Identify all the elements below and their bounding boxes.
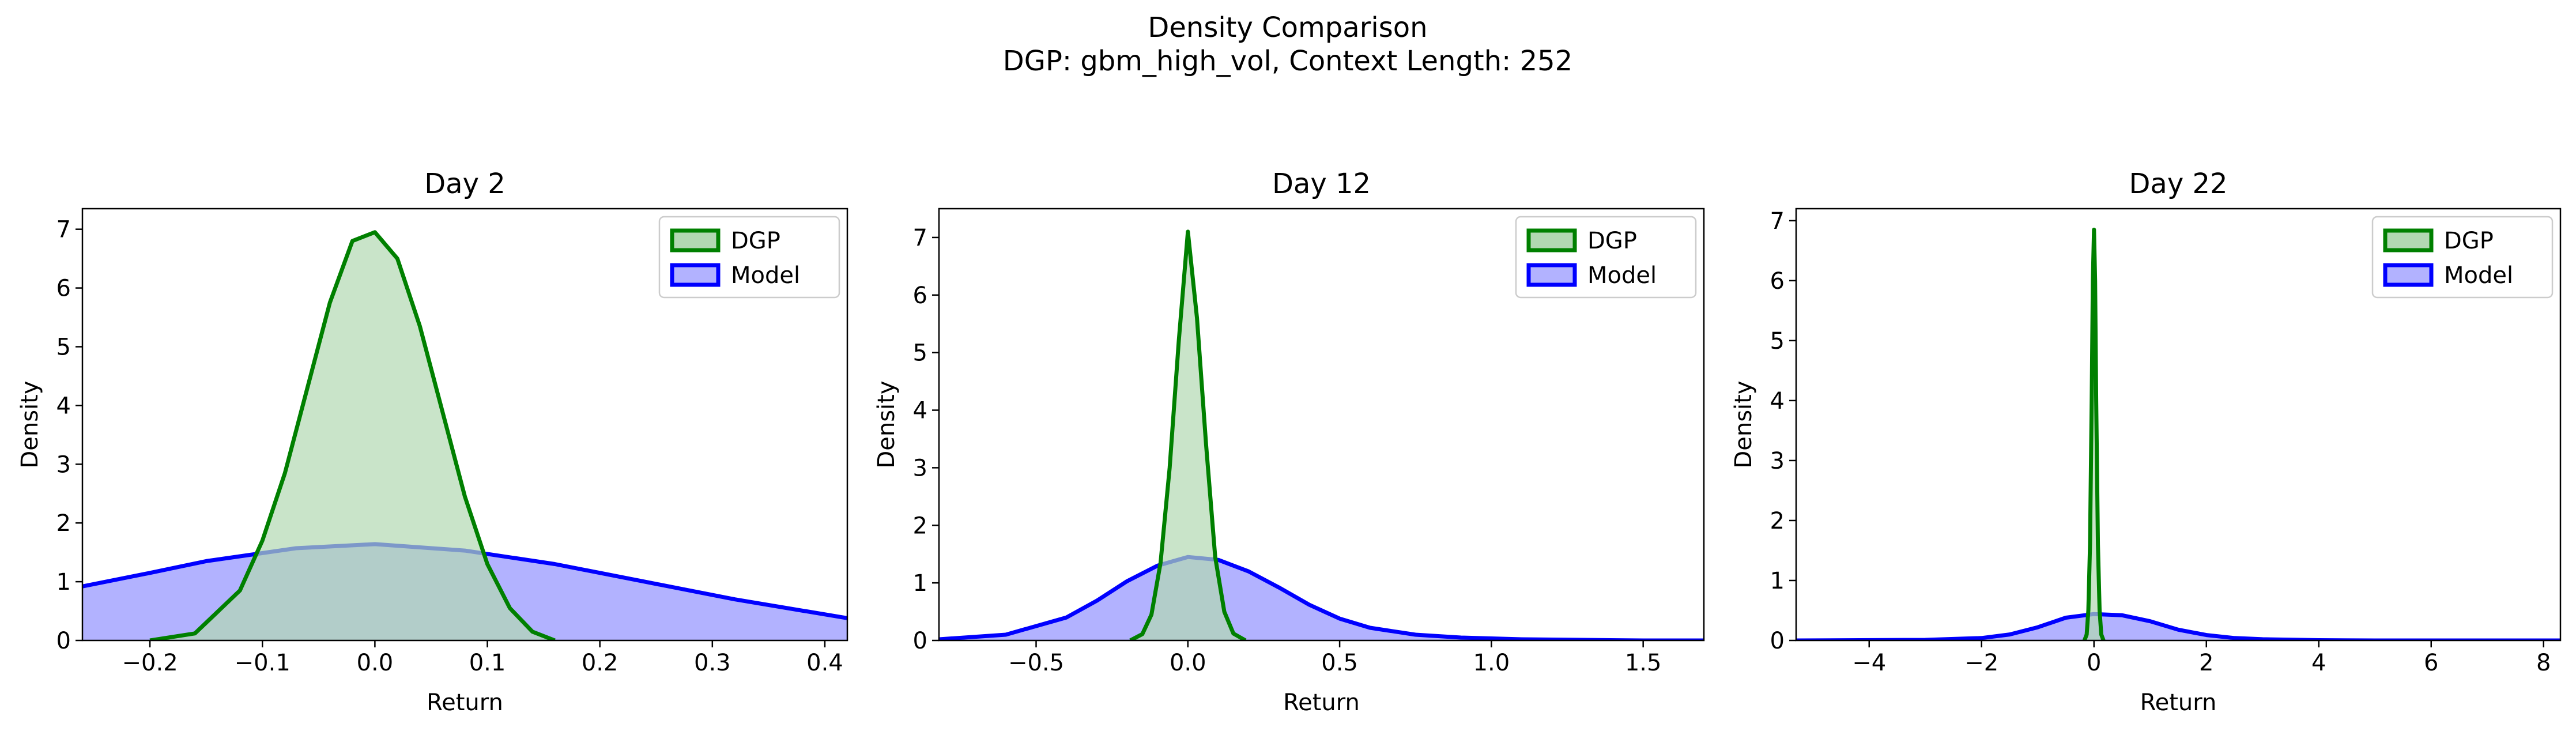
plot-area (939, 229, 1704, 640)
x-tick-label: 0 (2087, 650, 2101, 676)
x-tick-label: 0.5 (1321, 650, 1358, 676)
y-tick-label: 0 (56, 628, 71, 654)
y-axis-label: Density (17, 380, 43, 468)
y-tick-label: 3 (56, 451, 71, 478)
y-tick-label: 6 (56, 276, 71, 302)
y-tick-label: 4 (1770, 388, 1785, 414)
axes-frame (1795, 208, 2562, 642)
dgp-legend-swatch (2383, 228, 2434, 252)
dgp-legend-label: DGP (731, 228, 780, 254)
dgp-density-fill (1130, 231, 1246, 640)
model-density-fill (1796, 614, 2560, 640)
model-legend-swatch (1526, 263, 1577, 287)
subplot-3: Day 22 −4 −2 0 2 4 6 8 0 1 2 3 4 5 6 7 Return Density DGP M… (1730, 168, 2562, 716)
y-tick-label: 0 (1770, 628, 1785, 654)
x-tick-label: −4 (1852, 650, 1886, 676)
y-tick-label: 5 (913, 340, 927, 367)
y-tick-label: 7 (913, 225, 927, 251)
x-tick-label: 2 (2199, 650, 2213, 676)
y-tick-label: 2 (913, 512, 927, 539)
x-tick-label: 0.3 (694, 650, 731, 676)
y-tick-label: 4 (56, 393, 71, 419)
plot-area (82, 230, 847, 640)
legend: DGP Model (2371, 216, 2554, 299)
y-tick-label: 6 (913, 282, 927, 309)
y-axis-label: Density (1730, 380, 1757, 468)
axes-frame (938, 208, 1705, 642)
dgp-legend-swatch (670, 228, 721, 252)
x-tick-label: −0.1 (235, 650, 291, 676)
dgp-density-fill (150, 232, 555, 640)
y-tick-label: 2 (1770, 508, 1785, 534)
x-tick-label: 6 (2424, 650, 2438, 676)
figure-title: Density Comparison (1148, 12, 1427, 44)
x-tick-label: −2 (1964, 650, 1998, 676)
x-axis-label: Return (2140, 689, 2217, 716)
axes-frame (81, 208, 848, 642)
dgp-legend-label: DGP (1587, 228, 1637, 254)
y-tick-label: 5 (1770, 328, 1785, 355)
dgp-density-fill (2084, 229, 2104, 640)
model-legend-swatch (2383, 263, 2434, 287)
x-tick-label: −0.5 (1008, 650, 1064, 676)
legend: DGP Model (1515, 216, 1697, 299)
x-tick-label: −0.2 (122, 650, 178, 676)
legend: DGP Model (658, 216, 840, 299)
y-tick-label: 4 (913, 398, 927, 424)
y-tick-label: 1 (913, 570, 927, 597)
dgp-density-line (149, 230, 556, 640)
dgp-legend-label: DGP (2444, 228, 2494, 254)
model-density-line (939, 555, 1704, 640)
panels: Day 2 −0.2 −0.1 0.0 0.1 0.2 0.3 0.4 0 1 2 3 4 5 6 7 Retu… (17, 168, 2562, 716)
subplot-2: Day 12 −0.5 0.0 0.5 1.0 1.5 0 1 2 3 4 5 6 7 Return Dens… (873, 168, 1705, 716)
x-tick-label: 0.4 (806, 650, 843, 676)
subplot-title: Day 22 (2129, 168, 2227, 200)
x-tick-label: 1.0 (1473, 650, 1510, 676)
x-axis-label: Return (427, 689, 503, 716)
x-tick-label: 0.1 (469, 650, 506, 676)
x-tick-label: 0.0 (1170, 650, 1206, 676)
subplot-title: Day 12 (1272, 168, 1371, 200)
y-tick-label: 2 (56, 510, 71, 537)
x-tick-label: 0.2 (582, 650, 618, 676)
y-axis-label: Density (873, 380, 900, 468)
dgp-density-line (2082, 227, 2106, 640)
y-tick-label: 7 (56, 217, 71, 243)
y-tick-label: 1 (1770, 568, 1785, 594)
y-tick-label: 6 (1770, 268, 1785, 295)
x-tick-label: 1.5 (1625, 650, 1662, 676)
model-legend-label: Model (731, 262, 800, 289)
dgp-legend-swatch (1526, 228, 1577, 252)
x-tick-label: 4 (2311, 650, 2326, 676)
dgp-density-line (1129, 229, 1247, 640)
model-legend-label: Model (1587, 262, 1657, 289)
model-density-fill (939, 557, 1704, 640)
model-legend-label: Model (2444, 262, 2513, 289)
x-tick-label: 8 (2536, 650, 2551, 676)
x-axis-label: Return (1283, 689, 1360, 716)
y-tick-label: 0 (913, 628, 927, 654)
model-legend-swatch (670, 263, 721, 287)
figure-subtitle: DGP: gbm_high_vol, Context Length: 252 (1003, 45, 1572, 77)
subplot-1: Day 2 −0.2 −0.1 0.0 0.1 0.2 0.3 0.4 0 1 2 3 4 5 6 7 Retu… (17, 168, 848, 716)
y-tick-label: 3 (1770, 448, 1785, 474)
y-tick-label: 3 (913, 455, 927, 481)
y-tick-label: 5 (56, 334, 71, 360)
x-tick-label: 0.0 (357, 650, 394, 676)
y-tick-label: 1 (56, 569, 71, 595)
y-tick-label: 7 (1770, 208, 1785, 235)
subplot-title: Day 2 (424, 168, 506, 200)
